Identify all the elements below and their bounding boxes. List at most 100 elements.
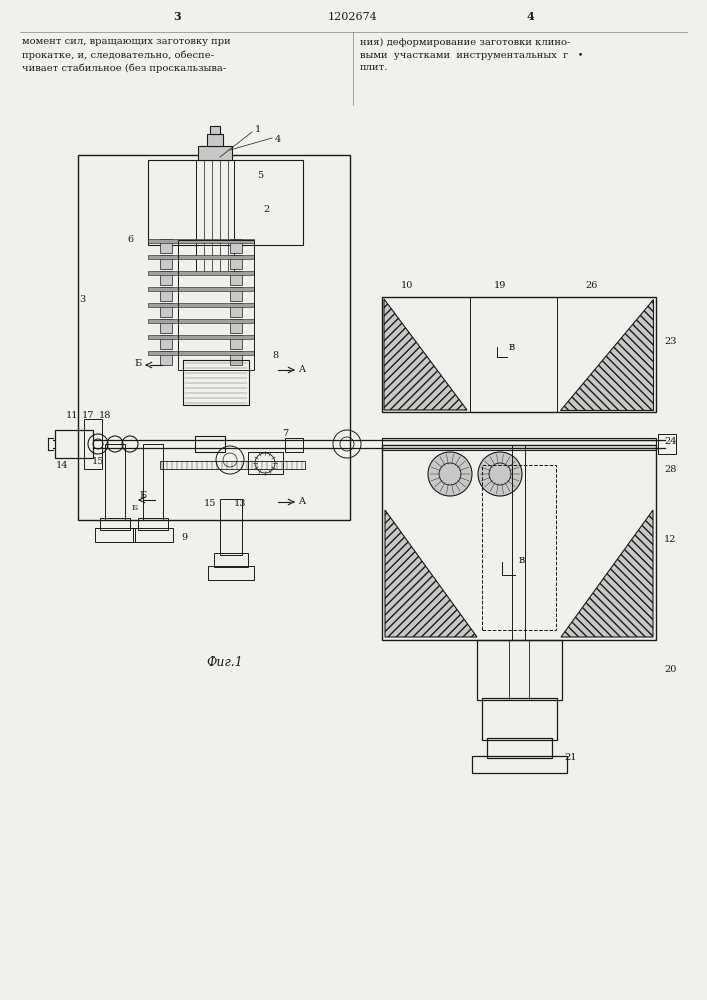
- Bar: [230, 351, 242, 365]
- Text: Б: Б: [134, 359, 141, 367]
- Bar: [160, 271, 172, 285]
- Text: 4: 4: [275, 135, 281, 144]
- Text: 12: 12: [664, 536, 677, 544]
- Text: 10: 10: [401, 280, 413, 290]
- Bar: [105, 444, 125, 520]
- Text: в: в: [519, 555, 525, 565]
- Bar: [382, 297, 656, 412]
- Circle shape: [428, 452, 472, 496]
- Text: 9: 9: [181, 532, 187, 542]
- Bar: [198, 146, 232, 160]
- Bar: [230, 287, 242, 301]
- Text: 3: 3: [173, 11, 181, 22]
- Bar: [658, 434, 676, 454]
- Text: A: A: [298, 497, 305, 506]
- Text: в: в: [509, 342, 515, 352]
- Bar: [160, 255, 172, 269]
- Bar: [230, 271, 242, 285]
- Bar: [230, 319, 242, 333]
- Text: A: A: [298, 365, 305, 374]
- Bar: [487, 738, 552, 758]
- Bar: [148, 160, 303, 245]
- Bar: [285, 438, 303, 452]
- Text: 15: 15: [92, 458, 104, 466]
- Text: 19: 19: [493, 280, 506, 290]
- Bar: [230, 303, 242, 317]
- Bar: [210, 126, 220, 134]
- Text: 14: 14: [56, 462, 69, 471]
- Text: 3: 3: [79, 296, 85, 304]
- Bar: [148, 255, 254, 259]
- Bar: [160, 461, 305, 469]
- Bar: [230, 335, 242, 349]
- Text: 21: 21: [564, 754, 576, 762]
- Bar: [482, 698, 557, 740]
- Bar: [160, 303, 172, 317]
- Bar: [482, 465, 556, 630]
- Bar: [160, 351, 172, 365]
- Text: Б: Б: [139, 491, 146, 500]
- Bar: [148, 303, 254, 307]
- Bar: [196, 160, 234, 272]
- Text: прокатке, и, следовательно, обеспе-: прокатке, и, следовательно, обеспе-: [22, 50, 214, 60]
- Text: ния) деформирование заготовки клино-: ния) деформирование заготовки клино-: [360, 37, 571, 47]
- Text: 15: 15: [204, 498, 216, 508]
- Text: 2: 2: [264, 206, 270, 215]
- Bar: [100, 518, 130, 530]
- Text: 4: 4: [526, 11, 534, 22]
- Bar: [160, 287, 172, 301]
- Bar: [84, 419, 102, 469]
- Text: момент сил, вращающих заготовку при: момент сил, вращающих заготовку при: [22, 37, 230, 46]
- Text: 7: 7: [282, 430, 288, 438]
- Bar: [148, 287, 254, 291]
- Text: Б: Б: [132, 504, 138, 512]
- Text: 23: 23: [664, 338, 677, 347]
- Bar: [230, 255, 242, 269]
- Text: 20: 20: [664, 666, 677, 674]
- Bar: [138, 518, 168, 530]
- Polygon shape: [385, 510, 477, 637]
- Bar: [160, 239, 172, 253]
- Text: Фиг.1: Фиг.1: [206, 656, 243, 668]
- Text: 18: 18: [99, 412, 111, 420]
- Bar: [160, 335, 172, 349]
- Text: плит.: плит.: [360, 64, 388, 73]
- Bar: [133, 528, 173, 542]
- Bar: [183, 360, 249, 405]
- Bar: [248, 452, 283, 474]
- Polygon shape: [561, 510, 653, 637]
- Polygon shape: [560, 299, 653, 410]
- Bar: [382, 438, 656, 450]
- Bar: [143, 444, 163, 520]
- Bar: [148, 335, 254, 339]
- Bar: [472, 756, 567, 773]
- Text: 26: 26: [586, 280, 598, 290]
- Bar: [148, 319, 254, 323]
- Bar: [230, 239, 242, 253]
- Text: чивает стабильное (без проскальзыва-: чивает стабильное (без проскальзыва-: [22, 63, 226, 73]
- Text: 17: 17: [82, 412, 94, 420]
- Bar: [78, 155, 350, 520]
- Circle shape: [478, 452, 522, 496]
- Text: 11: 11: [66, 412, 78, 420]
- Bar: [207, 134, 223, 146]
- Text: 1: 1: [255, 125, 261, 134]
- Polygon shape: [384, 299, 467, 410]
- Bar: [214, 553, 248, 567]
- Bar: [382, 445, 656, 640]
- Text: 24: 24: [664, 438, 677, 446]
- Bar: [95, 528, 135, 542]
- Text: 8: 8: [272, 351, 278, 360]
- Bar: [178, 240, 254, 370]
- Text: 5: 5: [257, 170, 263, 180]
- Text: 1202674: 1202674: [328, 12, 378, 22]
- Bar: [148, 239, 254, 243]
- Text: выми  участками  инструментальных  г   •: выми участками инструментальных г •: [360, 50, 583, 60]
- Bar: [148, 351, 254, 355]
- Bar: [195, 436, 225, 452]
- Bar: [220, 499, 242, 555]
- Text: 28: 28: [664, 466, 677, 475]
- Bar: [160, 319, 172, 333]
- Text: 13: 13: [234, 498, 246, 508]
- Bar: [208, 566, 254, 580]
